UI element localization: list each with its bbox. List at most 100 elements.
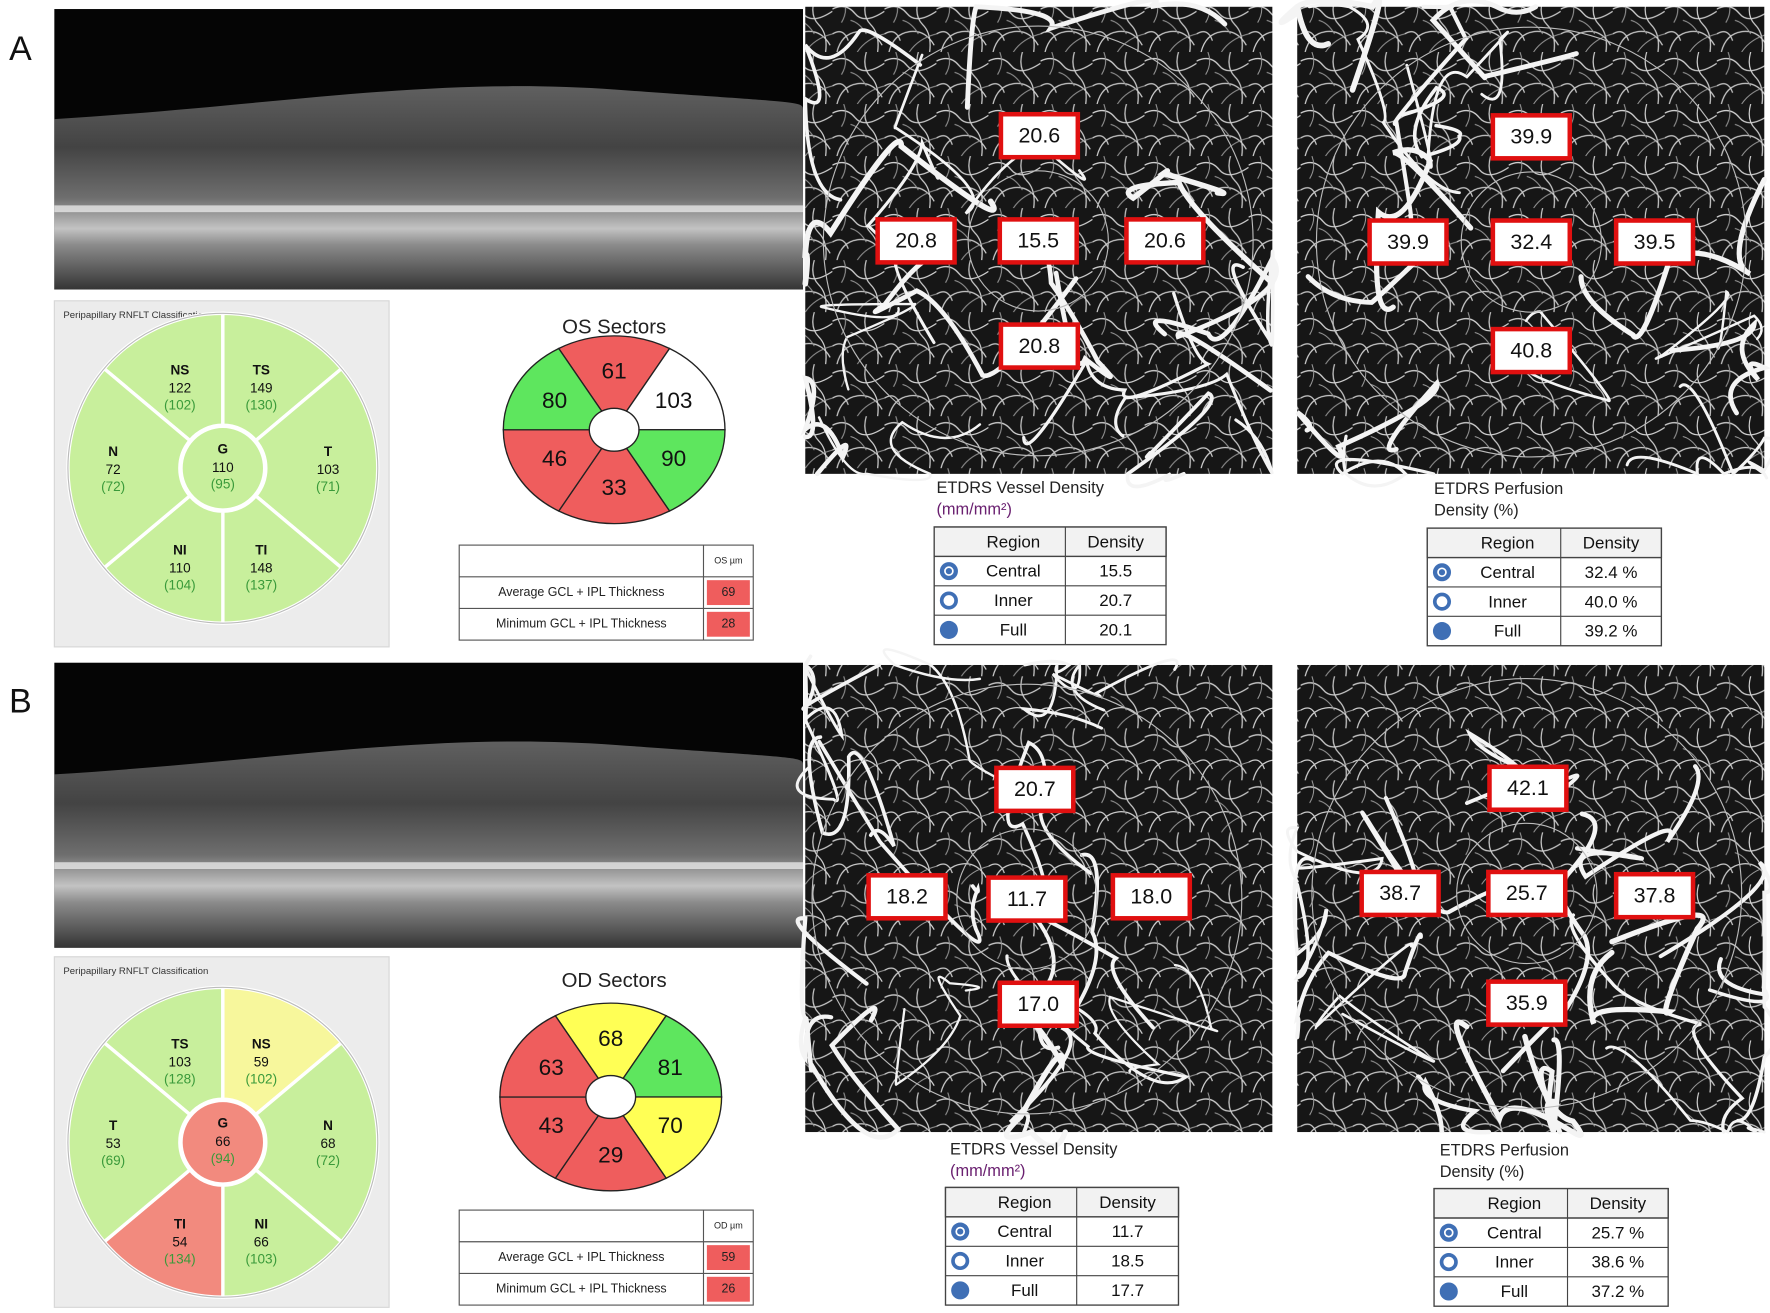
gcipl-cell <box>706 611 750 637</box>
sector-value: 20.7 <box>1014 777 1056 801</box>
gcipl-unit: OD µm <box>714 1220 743 1230</box>
vessel <box>1538 1037 1563 1135</box>
gcipl-value: 29 <box>598 1142 623 1167</box>
density-value: 18.5 <box>1111 1252 1144 1271</box>
sector-value: 40.8 <box>1510 338 1552 362</box>
sector-value: 11.7 <box>1007 887 1047 911</box>
vessel <box>817 416 982 482</box>
sector-code: N <box>323 1118 333 1133</box>
vessel <box>817 739 982 944</box>
sector-code: TI <box>174 1216 186 1231</box>
density-value: 32.4 % <box>1585 563 1638 582</box>
sector-code: NS <box>252 1037 271 1052</box>
rnflt-global <box>179 1098 267 1186</box>
region-icon-inner <box>1436 596 1448 608</box>
vessel <box>795 666 845 803</box>
gcipl-sector <box>499 1096 600 1180</box>
sector-thickness: 110 <box>169 560 191 575</box>
sector-normal: (134) <box>164 1251 196 1266</box>
vessel <box>1285 826 1384 883</box>
vessel <box>1392 4 1469 221</box>
sector-box <box>998 111 1081 160</box>
vessel <box>1625 455 1769 480</box>
sector-code: TI <box>255 542 267 557</box>
sector-box <box>1490 218 1573 266</box>
gcipl-unit: OS µm <box>714 555 742 565</box>
gcipl-cell <box>706 1245 750 1271</box>
vessel <box>1051 658 1179 712</box>
vessel <box>1654 289 1763 360</box>
sector-thickness: 66 <box>215 1134 230 1149</box>
sector-code: G <box>218 1116 229 1131</box>
sector-box <box>1487 764 1569 813</box>
sector-value: 39.5 <box>1634 230 1676 254</box>
vessel <box>882 648 1062 810</box>
vessel <box>802 138 997 287</box>
gcipl-row-label: Average GCL + IPL Thickness <box>498 1250 664 1264</box>
sector-box <box>1359 869 1441 918</box>
table-header: Density <box>1583 533 1640 552</box>
region-icon <box>1432 622 1452 641</box>
vessel <box>1278 0 1382 93</box>
table-header: Region <box>998 1193 1052 1212</box>
vessel <box>1658 860 1770 997</box>
sector-box <box>1486 869 1568 918</box>
sector-value: 39.9 <box>1510 125 1552 149</box>
density-value: 40.0 % <box>1585 592 1638 611</box>
sector-box <box>998 322 1081 370</box>
etdrs-ring <box>811 683 1243 1115</box>
density-value: 11.7 <box>1112 1222 1144 1241</box>
sector-value: 20.6 <box>1018 124 1060 148</box>
vessel <box>1314 942 1436 1063</box>
sector-code: TS <box>171 1037 188 1052</box>
vessel <box>1678 383 1770 477</box>
vessel <box>1292 856 1329 981</box>
panel-label: B <box>9 682 32 720</box>
sector-value: 38.7 <box>1379 881 1421 905</box>
gcipl-sector <box>502 429 603 512</box>
sector-value: 18.0 <box>1130 885 1172 909</box>
gcipl-cell <box>706 580 750 606</box>
region-icon-inner <box>954 1255 966 1267</box>
density-value: 20.7 <box>1099 591 1132 610</box>
vessel <box>795 916 869 1065</box>
vessel <box>1415 1074 1492 1135</box>
gcipl-sector <box>625 429 726 512</box>
sector-normal: (72) <box>316 1153 340 1168</box>
table-header: Density <box>1590 1194 1647 1213</box>
vessel <box>1707 983 1770 1123</box>
gcipl-value: 33 <box>602 475 627 500</box>
gcipl-row-label: Average GCL + IPL Thickness <box>498 585 664 599</box>
sector-box <box>866 873 948 921</box>
sector-code: NI <box>173 542 187 557</box>
gcipl-row-value: 69 <box>721 585 735 599</box>
rnflt-outline <box>67 312 379 624</box>
density-value: 20.1 <box>1099 621 1132 640</box>
sector-value: 39.9 <box>1387 230 1429 254</box>
caption: Density (%) <box>1440 1163 1525 1181</box>
vessel <box>1334 434 1436 488</box>
sector-value: 25.7 <box>1506 881 1548 905</box>
sector-code: T <box>109 1118 118 1133</box>
gcipl-value: 61 <box>602 359 627 384</box>
sector-normal: (72) <box>101 479 125 494</box>
table-header: Region <box>1481 533 1535 552</box>
gcipl-sector <box>557 335 671 413</box>
sector-code: G <box>218 442 229 457</box>
gcipl-value: 63 <box>539 1055 564 1080</box>
sector-code: N <box>108 444 118 459</box>
sector-normal: (104) <box>164 577 196 592</box>
region-name: Full <box>1501 1282 1528 1301</box>
sector-box <box>997 217 1079 265</box>
region-icon <box>1439 1282 1458 1301</box>
sector-box <box>1613 218 1696 266</box>
sector-value: 17.0 <box>1017 992 1059 1016</box>
sector-value: 42.1 <box>1507 776 1549 800</box>
vessels <box>800 0 1279 489</box>
density-value: 17.7 <box>1111 1281 1144 1300</box>
sector-normal: (130) <box>245 398 277 413</box>
sector-thickness: 68 <box>320 1136 335 1151</box>
region-name: Central <box>1487 1223 1542 1242</box>
